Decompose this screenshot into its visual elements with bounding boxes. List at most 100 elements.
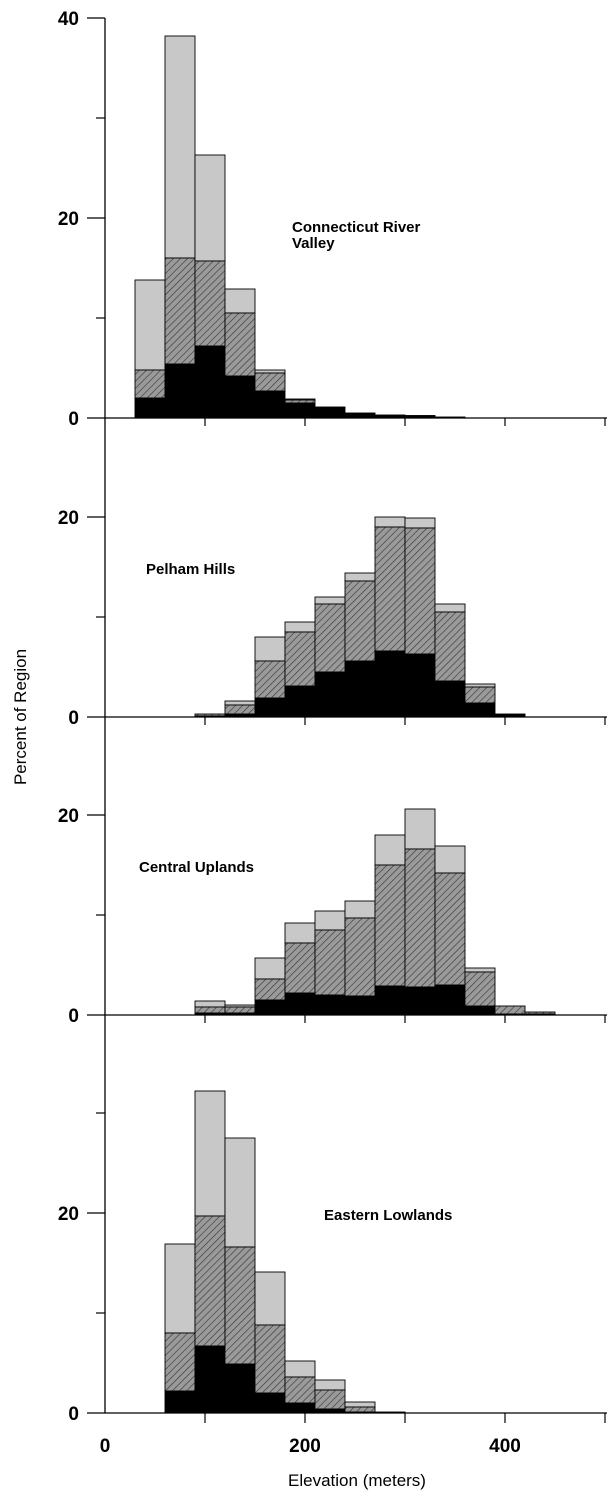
bar-middle-segment-4-3	[224, 1246, 256, 1365]
bar-middle-segment-4-4	[254, 1324, 286, 1394]
bar-top-segment-1-5	[254, 369, 286, 374]
bar-middle-segment-2-9	[434, 611, 466, 682]
bar-bottom-segment-2-7	[374, 650, 406, 718]
bar-bottom-segment-4-4	[254, 1392, 286, 1414]
bar-middle-segment-1-6	[284, 399, 316, 404]
bar-bottom-segment-1-2	[164, 363, 196, 419]
bar-middle-segment-2-3	[254, 660, 286, 699]
bar-bottom-segment-1-6	[284, 402, 316, 419]
bar-bottom-segment-3-5	[314, 994, 346, 1016]
y-tick-label: 0	[68, 1404, 79, 1425]
panel-3: 20 0 Central Uplands	[58, 806, 607, 1027]
y-tick-label: 20	[58, 1204, 79, 1225]
bar-top-segment-3-8	[404, 808, 436, 850]
bar-middle-segment-1-3	[194, 260, 226, 347]
bar-top-segment-4-7	[344, 1401, 376, 1408]
bar-bottom-segment-2-8	[404, 653, 436, 718]
region-label: Pelham Hills	[146, 561, 235, 578]
bar-bottom-segment-2-3	[254, 697, 286, 718]
bar-bottom-segment-3-8	[404, 986, 436, 1016]
bar-middle-segment-2-2	[224, 704, 256, 715]
bar-bottom-segment-1-5	[254, 390, 286, 419]
panel-2: 20 0 Pelham Hills	[58, 508, 607, 729]
bar-middle-segment-3-2	[224, 1006, 256, 1014]
bar-bottom-segment-3-3	[254, 999, 286, 1016]
bar-middle-segment-2-4	[284, 631, 316, 687]
bar-bottom-segment-2-4	[284, 685, 316, 718]
bar-top-segment-1-2	[164, 35, 196, 259]
bar-top-segment-4-5	[284, 1360, 316, 1378]
bar-top-segment-1-3	[194, 154, 226, 262]
bar-bottom-segment-3-4	[284, 992, 316, 1016]
bar-middle-segment-3-7	[374, 864, 406, 987]
y-tick-label: 0	[68, 409, 79, 430]
bar-top-segment-3-1	[194, 1000, 226, 1008]
bar-bottom-segment-2-9	[434, 680, 466, 718]
bar-middle-segment-4-2	[194, 1215, 226, 1347]
bar-middle-segment-2-6	[344, 580, 376, 662]
bar-top-segment-4-1	[164, 1243, 196, 1334]
bar-middle-segment-3-1	[194, 1006, 226, 1014]
bar-bottom-segment-1-3	[194, 345, 226, 419]
bar-top-segment-3-4	[284, 922, 316, 944]
x-tick-label: 0	[100, 1436, 111, 1457]
y-tick-label: 20	[58, 508, 79, 529]
bar-top-segment-4-3	[224, 1137, 256, 1248]
bar-middle-segment-2-8	[404, 527, 436, 655]
bar-middle-segment-2-7	[374, 526, 406, 652]
bar-bottom-segment-1-8	[344, 412, 376, 419]
bar-bottom-segment-2-5	[314, 671, 346, 718]
y-axis-title: Percent of Region	[11, 649, 30, 785]
bar-bottom-segment-1-1	[134, 397, 166, 419]
bar-top-segment-3-3	[254, 957, 286, 980]
bar-top-segment-4-6	[314, 1379, 346, 1391]
region-label: Central Uplands	[139, 859, 254, 876]
bar-middle-segment-4-7	[344, 1406, 376, 1413]
bar-middle-segment-1-2	[164, 257, 196, 365]
region-label: Connecticut River	[292, 219, 421, 236]
region-label: Eastern Lowlands	[324, 1207, 452, 1224]
bar-middle-segment-3-10	[464, 971, 496, 1007]
bar-bottom-segment-1-4	[224, 375, 256, 419]
x-tick-label: 400	[489, 1436, 521, 1457]
bar-top-segment-2-2	[224, 700, 256, 706]
bar-top-segment-2-8	[404, 517, 436, 529]
bar-middle-segment-3-3	[254, 978, 286, 1001]
bar-top-segment-2-7	[374, 516, 406, 528]
bar-top-segment-2-9	[434, 603, 466, 613]
bar-middle-segment-3-11	[494, 1005, 526, 1015]
y-tick-label: 0	[68, 1006, 79, 1027]
bar-middle-segment-1-5	[254, 372, 286, 392]
region-label: Valley	[292, 235, 335, 252]
bar-top-segment-3-9	[434, 845, 466, 874]
bar-top-segment-1-1	[134, 279, 166, 371]
y-tick-label: 40	[58, 9, 79, 30]
bar-bottom-segment-2-10	[464, 702, 496, 718]
bar-bottom-segment-4-5	[284, 1402, 316, 1414]
bar-bottom-segment-3-7	[374, 985, 406, 1016]
bar-top-segment-2-5	[314, 596, 346, 605]
bar-top-segment-2-3	[254, 636, 286, 662]
bar-bottom-segment-4-2	[194, 1345, 226, 1414]
bar-middle-segment-1-4	[224, 312, 256, 377]
bar-middle-segment-2-5	[314, 603, 346, 673]
x-axis-title: Elevation (meters)	[288, 1471, 426, 1490]
bar-middle-segment-2-10	[464, 686, 496, 704]
bar-bottom-segment-1-7	[314, 406, 346, 419]
bar-middle-segment-3-9	[434, 872, 466, 986]
bar-top-segment-4-4	[254, 1271, 286, 1326]
bar-bottom-segment-3-9	[434, 984, 466, 1016]
bar-bottom-segment-3-6	[344, 995, 376, 1016]
bar-middle-segment-3-6	[344, 917, 376, 997]
bar-bottom-segment-4-3	[224, 1363, 256, 1414]
panel-4: 20 0 Eastern Lowlands	[58, 1090, 607, 1425]
y-tick-label: 0	[68, 708, 79, 729]
bar-top-segment-4-2	[194, 1090, 226, 1217]
bar-middle-segment-1-1	[134, 369, 166, 399]
bar-bottom-segment-2-6	[344, 660, 376, 718]
bar-top-segment-3-5	[314, 910, 346, 931]
bar-top-segment-3-7	[374, 834, 406, 866]
bar-middle-segment-4-1	[164, 1332, 196, 1392]
